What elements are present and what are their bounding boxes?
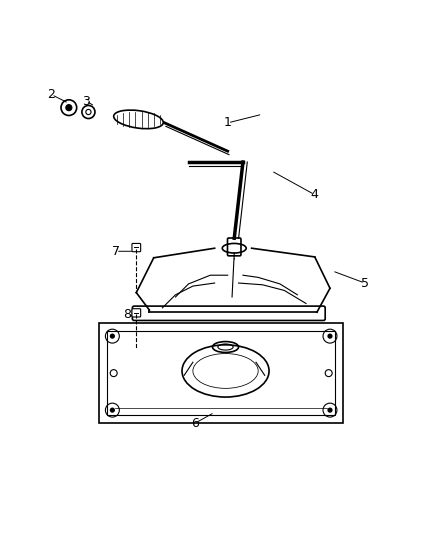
Bar <box>107 331 335 415</box>
Text: 2: 2 <box>47 88 55 101</box>
Text: 5: 5 <box>361 277 369 289</box>
Text: 6: 6 <box>191 417 199 430</box>
Text: 4: 4 <box>311 188 319 201</box>
Text: 7: 7 <box>112 245 120 258</box>
Text: 8: 8 <box>124 308 131 321</box>
Bar <box>99 323 343 423</box>
Circle shape <box>110 408 115 413</box>
Circle shape <box>66 104 72 111</box>
Text: 1: 1 <box>224 116 232 130</box>
FancyBboxPatch shape <box>132 309 141 317</box>
Circle shape <box>327 334 332 339</box>
FancyBboxPatch shape <box>132 244 141 252</box>
Text: 3: 3 <box>82 95 90 108</box>
Circle shape <box>110 334 115 339</box>
Circle shape <box>327 408 332 413</box>
